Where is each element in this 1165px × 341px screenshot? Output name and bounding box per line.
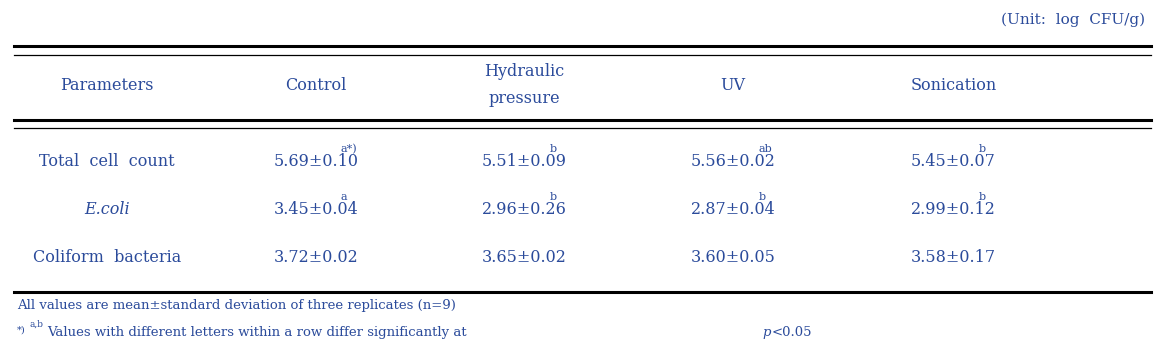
Text: 3.72±0.02: 3.72±0.02: [274, 249, 358, 266]
Text: UV: UV: [721, 77, 746, 94]
Text: b: b: [979, 144, 986, 154]
Text: 5.45±0.07: 5.45±0.07: [911, 152, 996, 169]
Text: Hydraulic: Hydraulic: [485, 63, 565, 80]
Text: 5.56±0.02: 5.56±0.02: [691, 152, 776, 169]
Text: 5.51±0.09: 5.51±0.09: [482, 152, 567, 169]
Text: Total  cell  count: Total cell count: [40, 152, 175, 169]
Text: 2.96±0.26: 2.96±0.26: [482, 201, 567, 218]
Text: a*): a*): [341, 144, 358, 154]
Text: b: b: [550, 144, 557, 154]
Text: Values with different letters within a row differ significantly at: Values with different letters within a r…: [47, 326, 471, 339]
Text: 2.87±0.04: 2.87±0.04: [691, 201, 776, 218]
Text: All values are mean±standard deviation of three replicates (n=9): All values are mean±standard deviation o…: [16, 299, 456, 312]
Text: b: b: [550, 192, 557, 202]
Text: b: b: [758, 192, 765, 202]
Text: b: b: [979, 192, 986, 202]
Text: 2.99±0.12: 2.99±0.12: [911, 201, 996, 218]
Text: (Unit:  log  CFU/g): (Unit: log CFU/g): [1001, 12, 1145, 27]
Text: 3.45±0.04: 3.45±0.04: [274, 201, 358, 218]
Text: <0.05: <0.05: [771, 326, 812, 339]
Text: a: a: [341, 192, 347, 202]
Text: 5.69±0.10: 5.69±0.10: [274, 152, 359, 169]
Text: 3.65±0.02: 3.65±0.02: [482, 249, 567, 266]
Text: E.coli: E.coli: [84, 201, 130, 218]
Text: Coliform  bacteria: Coliform bacteria: [33, 249, 182, 266]
Text: Control: Control: [285, 77, 346, 94]
Text: ab: ab: [758, 144, 772, 154]
Text: pressure: pressure: [488, 90, 560, 107]
Text: 3.58±0.17: 3.58±0.17: [911, 249, 996, 266]
Text: p: p: [762, 326, 771, 339]
Text: Sonication: Sonication: [910, 77, 996, 94]
Text: 3.60±0.05: 3.60±0.05: [691, 249, 776, 266]
Text: Parameters: Parameters: [61, 77, 154, 94]
Text: *): *): [16, 326, 26, 335]
Text: a,b: a,b: [29, 320, 43, 328]
